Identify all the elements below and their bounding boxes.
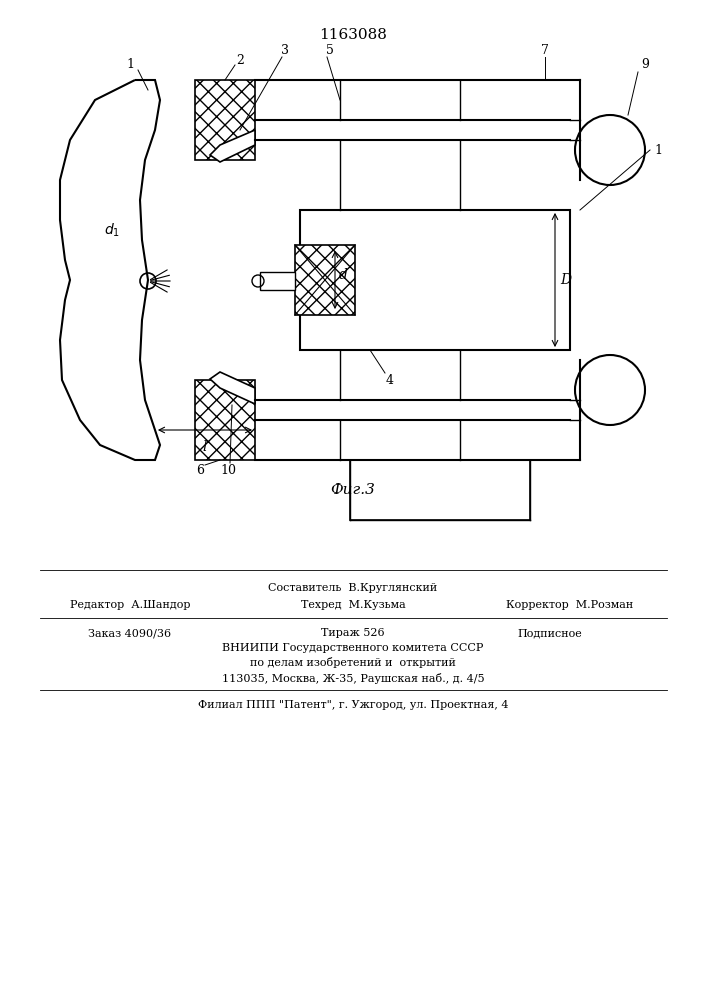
Bar [295, 245, 355, 315]
Text: Техред  М.Кузьма: Техред М.Кузьма [300, 600, 405, 610]
Text: 7: 7 [541, 43, 549, 56]
Text: по делам изобретений и  открытий: по делам изобретений и открытий [250, 658, 456, 668]
Text: 1: 1 [654, 143, 662, 156]
Text: 10: 10 [220, 464, 236, 477]
Text: Тираж 526: Тираж 526 [321, 628, 385, 638]
Text: 6: 6 [196, 464, 204, 477]
Text: Фиг.3: Фиг.3 [331, 483, 375, 497]
Text: Составитель  В.Круглянский: Составитель В.Круглянский [269, 583, 438, 593]
Text: d: d [339, 268, 348, 282]
Text: 1163088: 1163088 [319, 28, 387, 42]
Text: 113035, Москва, Ж-35, Раушская наб., д. 4/5: 113035, Москва, Ж-35, Раушская наб., д. … [222, 672, 484, 684]
Text: Корректор  М.Розман: Корректор М.Розман [506, 600, 633, 610]
Bar [195, 80, 255, 160]
Text: Редактор  А.Шандор: Редактор А.Шандор [70, 600, 190, 610]
Text: Подписное: Подписное [518, 628, 583, 638]
Text: 5: 5 [326, 43, 334, 56]
Bar [350, 460, 530, 520]
Bar [195, 380, 255, 460]
Text: D: D [560, 273, 571, 287]
Polygon shape [210, 130, 255, 162]
Text: Заказ 4090/36: Заказ 4090/36 [88, 628, 172, 638]
Text: 4: 4 [386, 373, 394, 386]
Bar [300, 210, 570, 350]
Text: ВНИИПИ Государственного комитета СССР: ВНИИПИ Государственного комитета СССР [222, 643, 484, 653]
Text: l: l [203, 440, 207, 454]
PathPatch shape [60, 80, 160, 460]
Text: Филиал ППП "Патент", г. Ужгород, ул. Проектная, 4: Филиал ППП "Патент", г. Ужгород, ул. Про… [198, 700, 508, 710]
Text: $d_1$: $d_1$ [104, 221, 120, 239]
Bar [260, 272, 295, 290]
Polygon shape [210, 372, 255, 404]
Text: 9: 9 [641, 58, 649, 72]
Text: 2: 2 [236, 53, 244, 66]
Text: 3: 3 [281, 43, 289, 56]
Text: 1: 1 [126, 58, 134, 72]
